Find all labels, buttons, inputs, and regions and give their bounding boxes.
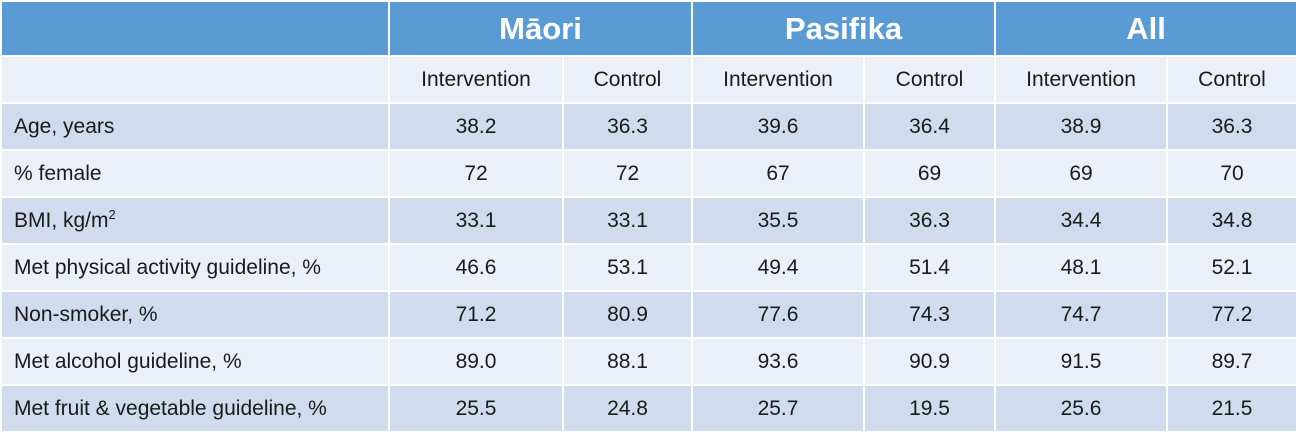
table-cell: 80.9: [562, 290, 693, 339]
table-cell: 69: [862, 149, 997, 198]
table-row: Met fruit & vegetable guideline, % 25.5 …: [0, 384, 1296, 433]
table-cell: 38.9: [994, 102, 1169, 151]
table-cell: 33.1: [562, 196, 693, 245]
row-label: % female: [0, 149, 390, 198]
table-cell: 72: [562, 149, 693, 198]
table-cell: 36.3: [1166, 102, 1296, 151]
subheader-cell: Control: [862, 55, 997, 104]
row-label: Age, years: [0, 102, 390, 151]
table-cell: 34.8: [1166, 196, 1296, 245]
table-cell: 67: [691, 149, 865, 198]
table-cell: 33.1: [388, 196, 564, 245]
table-cell: 25.5: [388, 384, 564, 433]
table-cell: 72: [388, 149, 564, 198]
table-cell: 91.5: [994, 337, 1169, 386]
row-label-text: BMI, kg/m: [14, 208, 109, 232]
row-label-superscript: 2: [108, 206, 116, 222]
table-cell: 89.0: [388, 337, 564, 386]
row-label: Met physical activity guideline, %: [0, 243, 390, 292]
group-header-pasifika: Pasifika: [690, 0, 997, 57]
table-cell: 89.7: [1166, 337, 1296, 386]
table-cell: 53.1: [562, 243, 693, 292]
table-cell: 77.6: [691, 290, 865, 339]
row-label: BMI, kg/m2: [0, 196, 390, 245]
group-header-all: All: [994, 0, 1296, 57]
table-cell: 71.2: [388, 290, 564, 339]
table-row: BMI, kg/m2 33.1 33.1 35.5 36.3 34.4 34.8: [0, 196, 1296, 245]
table-cell: 52.1: [1166, 243, 1296, 292]
group-header-row: Māori Pasifika All: [0, 0, 1296, 57]
table-cell: 38.2: [388, 102, 564, 151]
table-cell: 36.3: [562, 102, 693, 151]
subheader-row: Intervention Control Intervention Contro…: [0, 55, 1296, 104]
table-cell: 36.4: [862, 102, 997, 151]
row-label: Met alcohol guideline, %: [0, 337, 390, 386]
table-cell: 90.9: [862, 337, 997, 386]
subheader-cell: Intervention: [691, 55, 865, 104]
subheader-cell: Intervention: [994, 55, 1169, 104]
table-cell: 48.1: [994, 243, 1169, 292]
table-cell: 25.7: [691, 384, 865, 433]
group-header-maori: Māori: [388, 0, 693, 57]
table-cell: 25.6: [994, 384, 1169, 433]
table-cell: 93.6: [691, 337, 865, 386]
table-cell: 49.4: [691, 243, 865, 292]
subheader-corner: [0, 55, 390, 104]
row-label: Non-smoker, %: [0, 290, 390, 339]
table-cell: 70: [1166, 149, 1296, 198]
table-cell: 35.5: [691, 196, 865, 245]
table-cell: 51.4: [862, 243, 997, 292]
row-label: Met fruit & vegetable guideline, %: [0, 384, 390, 433]
subheader-cell: Intervention: [388, 55, 564, 104]
table-row: Non-smoker, % 71.2 80.9 77.6 74.3 74.7 7…: [0, 290, 1296, 339]
table-row: Age, years 38.2 36.3 39.6 36.4 38.9 36.3: [0, 102, 1296, 151]
table-row: Met physical activity guideline, % 46.6 …: [0, 243, 1296, 292]
table-cell: 77.2: [1166, 290, 1296, 339]
table-cell: 34.4: [994, 196, 1169, 245]
table-cell: 46.6: [388, 243, 564, 292]
table-cell: 36.3: [862, 196, 997, 245]
table-cell: 74.7: [994, 290, 1169, 339]
table-cell: 39.6: [691, 102, 865, 151]
table-cell: 21.5: [1166, 384, 1296, 433]
header-corner: [0, 0, 390, 57]
subheader-cell: Control: [1166, 55, 1296, 104]
table-cell: 74.3: [862, 290, 997, 339]
table-cell: 24.8: [562, 384, 693, 433]
table-cell: 88.1: [562, 337, 693, 386]
subheader-cell: Control: [562, 55, 693, 104]
table-cell: 19.5: [862, 384, 997, 433]
table-cell: 69: [994, 149, 1169, 198]
table-row: % female 72 72 67 69 69 70: [0, 149, 1296, 198]
table-row: Met alcohol guideline, % 89.0 88.1 93.6 …: [0, 337, 1296, 386]
